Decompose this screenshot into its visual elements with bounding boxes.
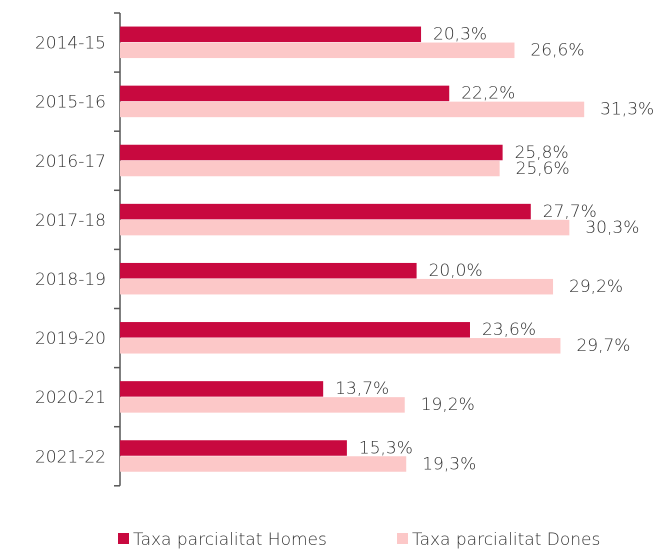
data-label: 19,3%: [422, 454, 476, 474]
y-tick-label: 2016-17: [35, 152, 106, 172]
data-label: 30,3%: [585, 218, 639, 238]
y-tick-label: 2014-15: [35, 34, 106, 54]
data-label: 26,6%: [530, 41, 584, 61]
bar: [120, 262, 417, 279]
bar: [120, 322, 470, 338]
data-label: 13,7%: [335, 379, 389, 399]
bar: [120, 338, 561, 354]
bar: [120, 440, 347, 456]
legend-swatch: [118, 533, 129, 544]
data-label: 27,7%: [543, 202, 597, 222]
data-label: 25,8%: [515, 143, 569, 163]
data-label: 22,2%: [461, 84, 515, 104]
bar: [120, 144, 503, 161]
y-tick-label: 2017-18: [35, 211, 106, 231]
y-tick-label: 2018-19: [35, 270, 106, 290]
bar: [120, 381, 324, 397]
data-label: 29,7%: [576, 336, 630, 356]
data-label: 15,3%: [359, 438, 413, 458]
bar: [120, 456, 407, 472]
bar: [120, 101, 585, 118]
bar: [120, 219, 570, 236]
y-tick-label: 2015-16: [35, 93, 106, 113]
data-label: 19,2%: [421, 395, 475, 415]
data-label: 23,6%: [482, 320, 536, 340]
data-label: 20,0%: [429, 261, 483, 281]
data-label: 25,6%: [516, 159, 570, 179]
bar: [120, 26, 422, 43]
data-label: 29,2%: [569, 277, 623, 297]
legend-swatch: [397, 533, 408, 544]
y-tick-label: 2020-21: [35, 388, 106, 408]
bar: [120, 42, 515, 59]
legend-label: Taxa parcialitat Homes: [133, 530, 327, 550]
y-tick-label: 2021-22: [35, 447, 106, 467]
y-tick-label: 2019-20: [35, 329, 106, 349]
bar: [120, 397, 405, 413]
legend-label: Taxa parcialitat Dones: [412, 530, 600, 550]
bar: [120, 203, 531, 220]
data-label: 20,3%: [433, 25, 487, 45]
bar: [120, 85, 450, 102]
bar: [120, 160, 500, 177]
data-label: 31,3%: [600, 100, 654, 120]
bar: [120, 278, 554, 295]
